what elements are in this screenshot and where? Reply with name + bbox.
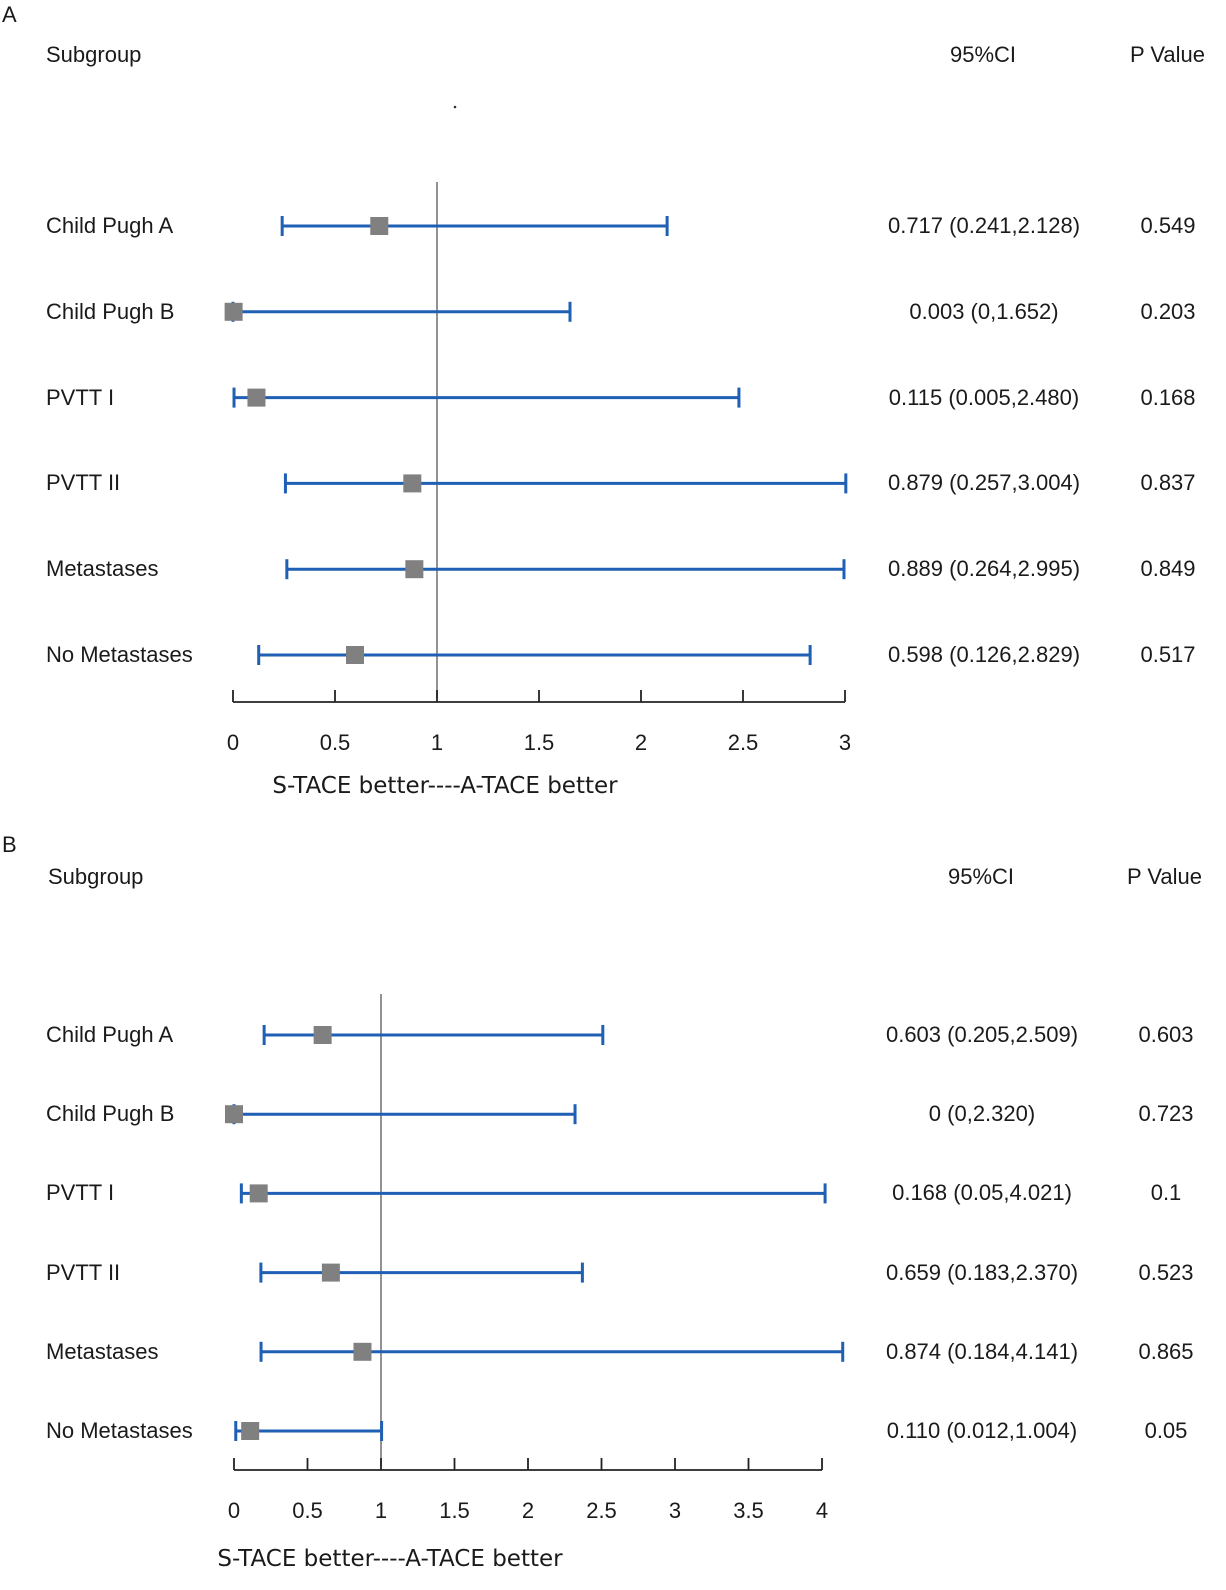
header-p-value: P Value xyxy=(1130,42,1206,67)
x-tick-label: 1.5 xyxy=(524,730,555,755)
estimate-marker xyxy=(249,1184,268,1203)
x-tick-label: 3.5 xyxy=(733,1498,764,1523)
p-value: 0.837 xyxy=(1140,470,1196,496)
p-value: 0.523 xyxy=(1138,1259,1194,1285)
header-subgroup: Subgroup xyxy=(48,864,144,889)
subgroup-label: Metastases xyxy=(46,1338,159,1364)
x-tick-label: 2.5 xyxy=(586,1498,617,1523)
estimate-marker xyxy=(224,302,243,321)
ci-value: 0.115 (0.005,2.480) xyxy=(888,384,1080,410)
ci-value: 0.717 (0.241,2.128) xyxy=(887,213,1081,238)
subgroup-label: Child Pugh B xyxy=(46,1101,175,1127)
x-axis-caption: S-TACE better----A-TACE better xyxy=(272,773,618,799)
subgroup-label: Child Pugh B xyxy=(46,298,175,324)
p-value: 0.05 xyxy=(1144,1418,1188,1443)
forest-plot-panel-a: A Subgroup 95%CI P Value 0 0.5 1 1.5 2 2.5 3 S… xyxy=(2,2,1206,799)
header-ci: 95%CI xyxy=(950,42,1017,67)
ci-value: 0.003 (0,1.652) xyxy=(909,298,1059,324)
x-tick-label: 2 xyxy=(635,730,647,755)
x-tick-label: 2.5 xyxy=(728,730,759,755)
estimate-marker xyxy=(405,560,424,579)
p-value: 0.1 xyxy=(1150,1180,1182,1206)
stray-dot xyxy=(453,105,457,109)
forest-plot-panel-b: B Subgroup 95%CI P Value 0 0.5 1 1.5 2 2.5 3 3.… xyxy=(0,830,1226,1590)
estimate-marker xyxy=(403,474,422,493)
ci-value: 0.110 (0.012,1.004) xyxy=(886,1418,1078,1443)
estimate-marker xyxy=(241,1422,260,1440)
subgroup-label: No Metastases xyxy=(46,1418,193,1443)
panel-label: A xyxy=(2,2,17,27)
x-tick-label: 0.5 xyxy=(320,730,351,755)
estimate-marker xyxy=(247,388,266,407)
x-tick-label: 1.5 xyxy=(439,1498,470,1523)
subgroup-label: Child Pugh A xyxy=(46,213,174,238)
x-tick-label: 0.5 xyxy=(292,1498,323,1523)
header-ci: 95%CI xyxy=(948,864,1015,889)
estimate-marker xyxy=(225,1105,243,1124)
estimate-marker xyxy=(345,646,364,664)
x-tick-label: 2 xyxy=(522,1498,534,1523)
estimate-marker xyxy=(353,1342,372,1361)
ci-value: 0.603 (0.205,2.509) xyxy=(885,1022,1079,1047)
subgroup-label: No Metastases xyxy=(46,642,193,667)
x-axis-caption: S-TACE better----A-TACE better xyxy=(217,1546,563,1572)
p-value: 0.603 xyxy=(1138,1022,1194,1047)
subgroup-label: PVTT II xyxy=(46,1259,121,1285)
p-value: 0.168 xyxy=(1140,384,1196,410)
estimate-marker xyxy=(321,1263,340,1282)
ci-value: 0.889 (0.264,2.995) xyxy=(887,556,1081,582)
x-tick-label: 3 xyxy=(839,730,851,755)
estimate-marker xyxy=(313,1026,332,1044)
x-tick-label: 1 xyxy=(375,1498,387,1523)
subgroup-label: Metastases xyxy=(46,556,159,582)
x-tick-label: 4 xyxy=(816,1498,828,1523)
header-subgroup: Subgroup xyxy=(46,42,142,67)
header-p-value: P Value xyxy=(1127,864,1203,889)
x-tick-label: 0 xyxy=(227,730,239,755)
forest-plot-svg: 0 0.5 1 1.5 2 2.5 3 xyxy=(224,105,851,755)
p-value: 0.865 xyxy=(1138,1338,1194,1364)
p-value: 0.517 xyxy=(1140,642,1196,667)
x-tick-label: 1 xyxy=(431,730,443,755)
ci-value: 0.879 (0.257,3.004) xyxy=(887,470,1081,496)
subgroup-label: PVTT I xyxy=(46,384,115,410)
ci-value: 0.168 (0.05,4.021) xyxy=(892,1180,1072,1206)
x-tick-label: 3 xyxy=(669,1498,681,1523)
ci-value: 0.874 (0.184,4.141) xyxy=(885,1338,1079,1364)
ci-value: 0.598 (0.126,2.829) xyxy=(887,642,1081,667)
ci-value: 0 (0,2.320) xyxy=(928,1101,1036,1127)
ci-value: 0.659 (0.183,2.370) xyxy=(885,1259,1079,1285)
panel-label: B xyxy=(2,832,17,857)
subgroup-label: PVTT II xyxy=(46,470,121,496)
x-tick-label: 0 xyxy=(228,1498,240,1523)
subgroup-label: PVTT I xyxy=(46,1180,115,1206)
forest-plot-svg: 0 0.5 1 1.5 2 2.5 3 3.5 4 xyxy=(225,994,845,1523)
estimate-marker xyxy=(370,217,389,235)
p-value: 0.203 xyxy=(1140,298,1196,324)
p-value: 0.723 xyxy=(1138,1101,1194,1127)
p-value: 0.549 xyxy=(1140,213,1196,238)
subgroup-label: Child Pugh A xyxy=(46,1022,174,1047)
p-value: 0.849 xyxy=(1140,556,1196,582)
